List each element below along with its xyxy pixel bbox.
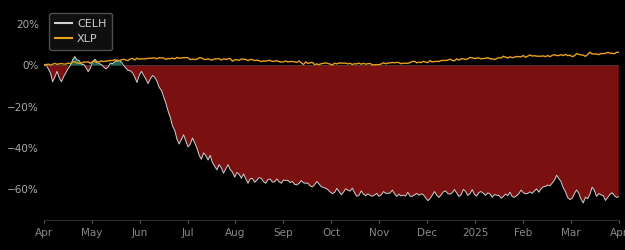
Legend: CELH, XLP: CELH, XLP: [49, 13, 112, 50]
